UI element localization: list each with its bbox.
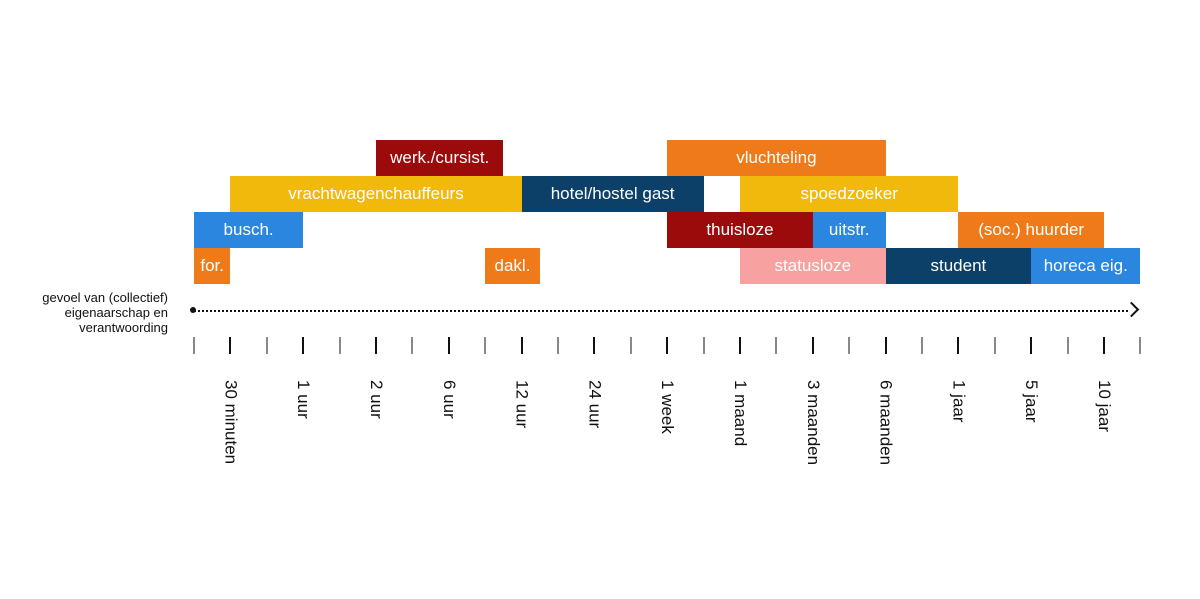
bar-8: (soc.) huurder <box>958 212 1104 248</box>
tick-mark-8 <box>484 337 487 354</box>
tick-label-15: 1 maand <box>731 380 750 447</box>
tick-mark-17 <box>811 337 814 354</box>
tick-mark-21 <box>957 337 960 354</box>
tick-mark-20 <box>921 337 923 354</box>
tick-mark-24 <box>1066 337 1069 354</box>
bar-5: busch. <box>194 212 304 248</box>
tick-mark-5 <box>375 337 377 354</box>
tick-label-3: 1 uur <box>294 380 314 419</box>
tick-mark-0 <box>193 337 195 354</box>
bar-10: dakl. <box>485 248 540 284</box>
bar-2: vrachtwagenchauffeurs <box>230 176 522 212</box>
tick-label-13: 1 week <box>658 380 678 434</box>
tick-mark-16 <box>775 337 778 354</box>
tick-mark-11 <box>593 337 596 354</box>
tick-mark-22 <box>993 337 996 354</box>
tick-mark-6 <box>411 337 414 354</box>
tick-mark-9 <box>520 337 523 354</box>
bar-4: spoedzoeker <box>740 176 959 212</box>
tick-label-23: 5 jaar <box>1022 380 1042 423</box>
bar-0: werk./cursist. <box>376 140 504 176</box>
axis-title-line-1: gevoel van (collectief) <box>42 290 168 305</box>
tick-label-25: 10 jaar <box>1095 380 1114 432</box>
tick-mark-13 <box>666 337 669 354</box>
bar-12: student <box>885 248 1032 284</box>
tick-mark-14 <box>702 337 705 354</box>
bar-7: uitstr. <box>812 212 886 248</box>
tick-label-5: 2 uur <box>367 380 386 419</box>
bar-6: thuisloze <box>667 212 813 248</box>
tick-label-21: 1 jaar <box>949 380 969 423</box>
tick-mark-3 <box>302 337 305 354</box>
tick-mark-4 <box>338 337 341 354</box>
tick-label-7: 6 uur <box>439 380 459 419</box>
bar-3: hotel/hostel gast <box>521 176 704 212</box>
tick-mark-25 <box>1103 337 1105 354</box>
tick-mark-26 <box>1139 337 1142 354</box>
arrow-start-dot <box>190 307 196 313</box>
axis-title-line-3: verantwoording <box>79 320 168 335</box>
tick-mark-7 <box>447 337 450 354</box>
tick-label-17: 3 maanden <box>803 380 823 466</box>
axis-title: gevoel van (collectief) eigenaarschap en… <box>0 290 168 335</box>
tick-mark-15 <box>739 337 741 354</box>
bar-11: statusloze <box>740 248 886 284</box>
tick-mark-2 <box>265 337 268 354</box>
tick-mark-10 <box>557 337 559 354</box>
tick-mark-23 <box>1030 337 1033 354</box>
tick-mark-19 <box>884 337 887 354</box>
tick-label-1: 30 minuten <box>221 380 241 465</box>
tick-mark-12 <box>629 337 632 354</box>
arrow-head-icon <box>1123 301 1140 318</box>
tick-mark-1 <box>229 337 232 354</box>
tick-mark-18 <box>848 337 851 354</box>
dotted-arrow-line <box>194 310 1128 312</box>
axis-title-line-2: eigenaarschap en <box>64 305 168 320</box>
bar-13: horeca eig. <box>1031 248 1141 284</box>
tick-label-11: 24 uur <box>585 380 605 429</box>
tick-label-19: 6 maanden <box>876 380 896 466</box>
tick-label-9: 12 uur <box>512 380 532 429</box>
bar-9: for. <box>194 248 231 284</box>
bar-1: vluchteling <box>667 140 886 176</box>
